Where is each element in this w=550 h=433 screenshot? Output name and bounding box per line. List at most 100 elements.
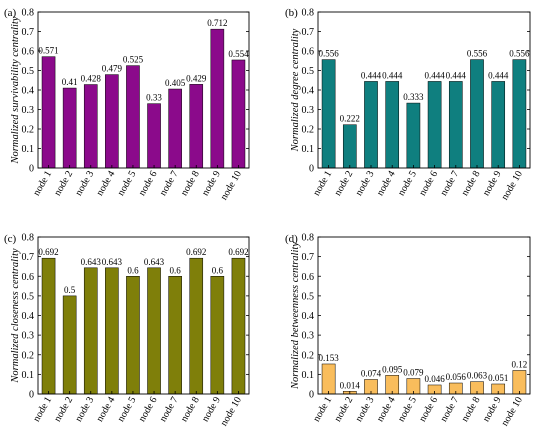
chart-panel-3: (c) Normalized closeness centrality 0 0.1 0.…: [4, 233, 250, 428]
data-label: 0.643: [102, 257, 123, 267]
x-tick-label: node 3: [354, 169, 377, 198]
y-tick-label: 0.8: [22, 8, 35, 19]
x-tick-label: node 8: [460, 395, 483, 424]
x-tick-label: node 5: [116, 169, 139, 198]
bar: [62, 295, 77, 395]
y-axis-label: Normalized betweenness centrality: [290, 242, 301, 390]
y-axis-label: Normalized survivability centrality: [10, 16, 21, 164]
data-label: 0.046: [424, 374, 445, 384]
x-tick-label: node 1: [311, 395, 334, 424]
y-tick-label: 0.1: [302, 370, 315, 381]
data-label: 0.444: [424, 70, 445, 80]
bar: [210, 28, 225, 169]
x-tick-label: node 6: [417, 395, 440, 424]
bar: [147, 103, 161, 169]
x-tick-label: node 2: [52, 395, 75, 424]
data-label: 0.6: [212, 265, 224, 275]
plot-frame: [37, 11, 250, 169]
bar: [321, 59, 336, 169]
data-label: 0.014: [340, 380, 361, 390]
bar: [147, 267, 161, 395]
x-tick-label: node 3: [73, 169, 96, 198]
data-label: 0.444: [382, 70, 403, 80]
x-tick-label: node 4: [94, 395, 117, 424]
y-tick-label: 0.2: [302, 125, 315, 136]
data-label: 0.333: [403, 92, 424, 102]
bar: [189, 84, 204, 169]
bar: [385, 81, 400, 169]
bar: [321, 363, 336, 395]
y-tick-label: 0.7: [302, 27, 315, 38]
panel-label: (d): [285, 233, 298, 245]
y-tick-label: 0.8: [302, 8, 315, 19]
y-tick-label: 0.3: [22, 105, 35, 116]
data-label: 0.712: [207, 18, 227, 28]
bar: [105, 74, 119, 169]
bar: [210, 276, 225, 395]
bar: [512, 59, 527, 169]
x-tick-label: node 3: [354, 395, 377, 424]
data-label: 0.056: [446, 372, 467, 382]
bar: [470, 59, 484, 169]
x-tick-label: node 6: [137, 169, 160, 198]
data-label: 0.41: [62, 77, 78, 87]
bar: [406, 102, 421, 169]
data-label: 0.692: [38, 247, 58, 257]
plot-frame: [317, 11, 531, 169]
y-axis-label: Normalized degree centrality: [290, 28, 301, 152]
bar: [168, 88, 182, 169]
y-tick-label: 0.6: [22, 272, 35, 283]
y-tick-label: 0.3: [22, 331, 35, 342]
x-tick-label: node 6: [137, 395, 160, 424]
panel-label: (a): [4, 7, 17, 19]
data-label: 0.556: [509, 49, 530, 59]
data-label: 0.33: [146, 93, 162, 103]
data-label: 0.444: [446, 70, 467, 80]
data-label: 0.153: [318, 353, 339, 363]
x-tick-label: node 7: [158, 169, 181, 198]
y-tick-label: 0.7: [22, 252, 35, 263]
bar: [364, 81, 378, 169]
data-label: 0.643: [81, 257, 102, 267]
bar: [83, 84, 98, 169]
x-tick-label: node 10: [219, 395, 245, 428]
y-tick-label: 0.8: [302, 233, 315, 244]
x-tick-label: node 5: [396, 395, 419, 424]
data-label: 0.222: [340, 114, 360, 124]
y-tick-label: 0.6: [22, 47, 35, 58]
y-tick-label: 0: [29, 164, 34, 175]
x-tick-label: node 8: [460, 169, 483, 198]
x-tick-label: node 8: [179, 169, 202, 198]
x-tick-label: node 1: [31, 395, 54, 424]
bar: [41, 257, 56, 395]
bar: [83, 267, 98, 395]
y-tick-label: 0: [309, 164, 314, 175]
y-tick-label: 0.7: [22, 27, 35, 38]
data-label: 0.692: [228, 247, 248, 257]
x-tick-label: node 4: [375, 395, 398, 424]
data-label: 0.095: [382, 364, 403, 374]
data-label: 0.556: [467, 49, 488, 59]
bar: [41, 56, 56, 169]
x-tick-label: node 10: [499, 169, 525, 202]
data-label: 0.444: [361, 70, 382, 80]
x-tick-label: node 4: [94, 169, 117, 198]
data-label: 0.525: [123, 55, 144, 65]
y-tick-label: 0.2: [22, 125, 35, 136]
plot-frame: [317, 236, 531, 395]
data-label: 0.444: [488, 70, 509, 80]
x-tick-label: node 8: [179, 395, 202, 424]
y-tick-label: 0: [309, 390, 314, 401]
chart-panel-2: (b) Normalized degree centrality 0 0.1 0.2 0.…: [285, 7, 531, 202]
data-label: 0.643: [144, 257, 165, 267]
chart-panel-4: (d)Normalized betweenness centrality 0 0.1…: [285, 233, 531, 428]
bar: [126, 65, 140, 169]
x-tick-label: node 4: [375, 169, 398, 198]
panel-label: (b): [285, 7, 298, 19]
data-label: 0.556: [318, 49, 339, 59]
y-tick-label: 0.5: [302, 291, 315, 302]
y-tick-label: 0.4: [302, 86, 315, 97]
data-label: 0.079: [403, 367, 424, 377]
bar: [448, 81, 463, 169]
